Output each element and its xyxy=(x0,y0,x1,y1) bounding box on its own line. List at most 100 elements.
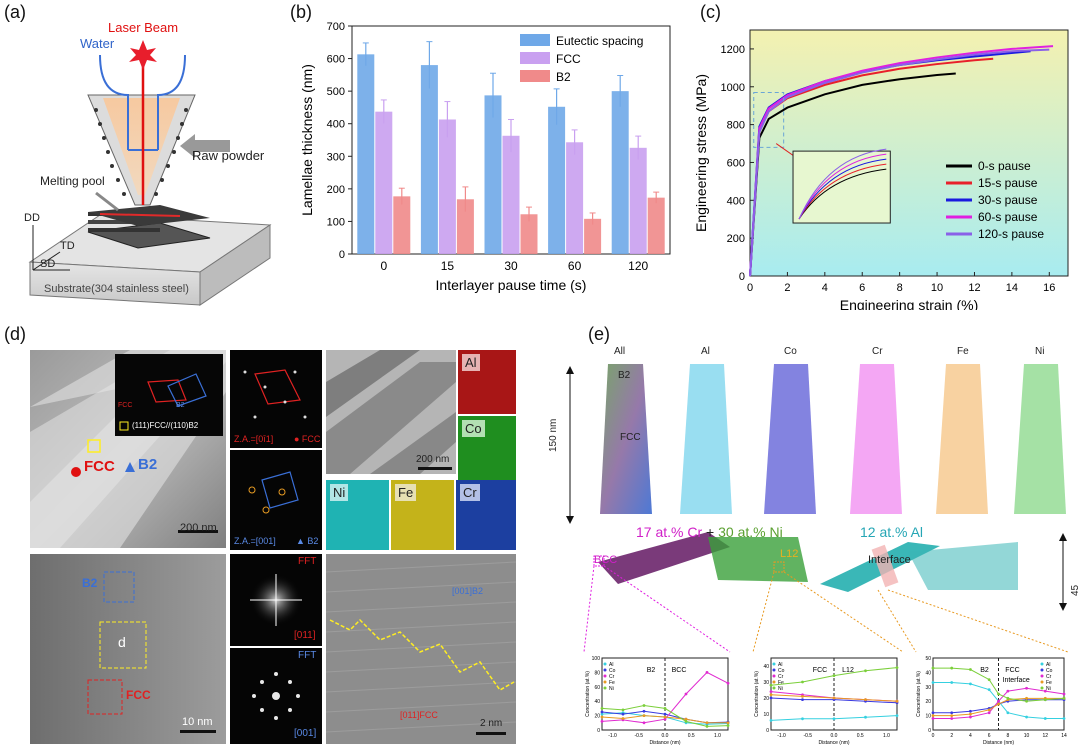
y-axis-label: Concentration (at.%) xyxy=(585,671,591,717)
y-tick-label: 60 xyxy=(594,685,600,691)
fcc-label: FCC xyxy=(84,458,115,475)
legend-marker xyxy=(603,686,607,690)
y-tick-label: 1200 xyxy=(721,44,745,56)
deposition-schematic xyxy=(28,40,272,306)
axis-triad xyxy=(32,225,70,271)
water-label: Water xyxy=(80,36,115,51)
legend-marker xyxy=(1040,668,1044,672)
iso-al-label: 12 at.% Al xyxy=(860,524,924,540)
tem-figure xyxy=(30,350,517,744)
profile-point xyxy=(801,698,804,701)
x-tick-label: 0 xyxy=(932,733,935,739)
profile-point xyxy=(684,717,688,721)
legend-marker xyxy=(772,680,776,684)
legend-marker xyxy=(1040,686,1044,690)
profile-point xyxy=(950,711,954,715)
profile-point xyxy=(1025,686,1028,690)
y-tick-label: 500 xyxy=(327,86,345,98)
substrate-label: Substrate(304 stainless steel) xyxy=(44,283,189,295)
b2-box xyxy=(103,571,135,603)
legend-label: Al xyxy=(609,662,613,668)
x-tick-label: 0.5 xyxy=(857,733,864,739)
legend-marker xyxy=(603,662,607,666)
panel-d: (d) xyxy=(0,322,545,745)
profile-point xyxy=(642,709,646,713)
inset-frame xyxy=(792,150,891,224)
profile-point xyxy=(801,695,804,698)
profile-point xyxy=(769,690,773,693)
y-tick-label: 30 xyxy=(925,685,931,691)
phase-right-label: BCC xyxy=(672,667,687,674)
fft-fcc-label: FFT xyxy=(298,556,317,567)
col-label-fe: Fe xyxy=(957,346,969,357)
legend-label: Ni xyxy=(1046,686,1051,692)
x-tick-label: 2 xyxy=(950,733,953,739)
y-tick-label: 800 xyxy=(727,120,745,132)
b2-mark-label: ▲ B2 xyxy=(296,536,319,546)
raw-powder-arrow xyxy=(180,134,230,158)
panel-label-b: (b) xyxy=(290,2,312,22)
fft-b2-label: FFT xyxy=(298,650,317,661)
phase-left-label: B2 xyxy=(647,667,656,674)
profile-point xyxy=(931,681,935,684)
x-tick-label: 4 xyxy=(822,282,828,294)
melting-pool-arrow xyxy=(95,191,119,212)
bar xyxy=(375,111,393,254)
y-tick-label: 40 xyxy=(925,670,931,676)
x-tick-label: 8 xyxy=(1006,733,1009,739)
profile-point xyxy=(705,725,709,728)
profile-point xyxy=(997,699,1000,703)
apt-all-reconstruction xyxy=(600,364,652,514)
bar-chart-lamellae: 0 100 200 300 400 500 600 700 0 15 30 60 120 Interlay… xyxy=(299,21,671,293)
profile-point xyxy=(1006,696,1010,700)
profile-point xyxy=(769,683,773,687)
y-tick-label: 600 xyxy=(727,157,745,169)
hr-fcc-label: [011]FCC xyxy=(400,710,438,720)
substrate-side xyxy=(199,224,271,306)
col-label-al: Al xyxy=(701,346,710,357)
profile-point xyxy=(864,715,867,719)
profile-point xyxy=(684,719,688,723)
annotation-label: Interface xyxy=(1003,677,1030,684)
interface-zigzag xyxy=(329,618,515,691)
x-axis-label: Interlayer pause time (s) xyxy=(436,277,587,293)
water-line-left xyxy=(99,54,129,150)
profile-point xyxy=(895,666,899,669)
legend-marker xyxy=(1040,674,1044,678)
y-tick-label: 200 xyxy=(727,233,745,245)
legend-marker xyxy=(772,674,776,678)
hr-b2-label: [001]B2 xyxy=(452,586,484,596)
bar xyxy=(393,196,411,254)
profile-point xyxy=(705,721,709,725)
profile-point xyxy=(997,702,1000,706)
legend-marker xyxy=(1040,662,1044,666)
legend-label: Co xyxy=(1046,668,1053,674)
col-label-ni: Ni xyxy=(1035,346,1045,357)
profile-point xyxy=(1062,696,1066,700)
profile-point xyxy=(950,666,954,670)
x-tick-label: 120 xyxy=(628,259,648,273)
legend-label: Fe xyxy=(778,680,784,686)
x-axis-label: Distance (nm) xyxy=(818,740,849,746)
x-axis-label: Engineering strain (%) xyxy=(840,297,979,310)
panel-label-e: (e) xyxy=(588,324,610,344)
inset-curve xyxy=(798,158,887,220)
raw-powder-label: Raw powder xyxy=(192,148,265,163)
yellow-select-box xyxy=(87,439,101,453)
profile-point xyxy=(1062,692,1066,696)
bar xyxy=(438,119,456,254)
profile-point xyxy=(1025,699,1028,703)
concentration-profile-2: 0 10 20 30 40 -1.0 -0.5 0.0 0.5 1.0 Distance (nm) C… xyxy=(754,657,899,746)
apt-b2-label: B2 xyxy=(618,370,631,381)
y-tick-label: 20 xyxy=(925,699,931,705)
bar xyxy=(647,197,665,254)
map-cr-label: Cr xyxy=(460,484,480,501)
x-tick-label: 0 xyxy=(380,259,387,273)
legend-swatch xyxy=(520,34,550,46)
inset-curve xyxy=(798,168,887,220)
legend-label: 0-s pause xyxy=(978,159,1031,173)
x-tick-label: -0.5 xyxy=(634,733,643,739)
legend-label: Al xyxy=(1046,662,1050,668)
profile-point xyxy=(642,704,646,707)
legend-marker xyxy=(772,662,776,666)
